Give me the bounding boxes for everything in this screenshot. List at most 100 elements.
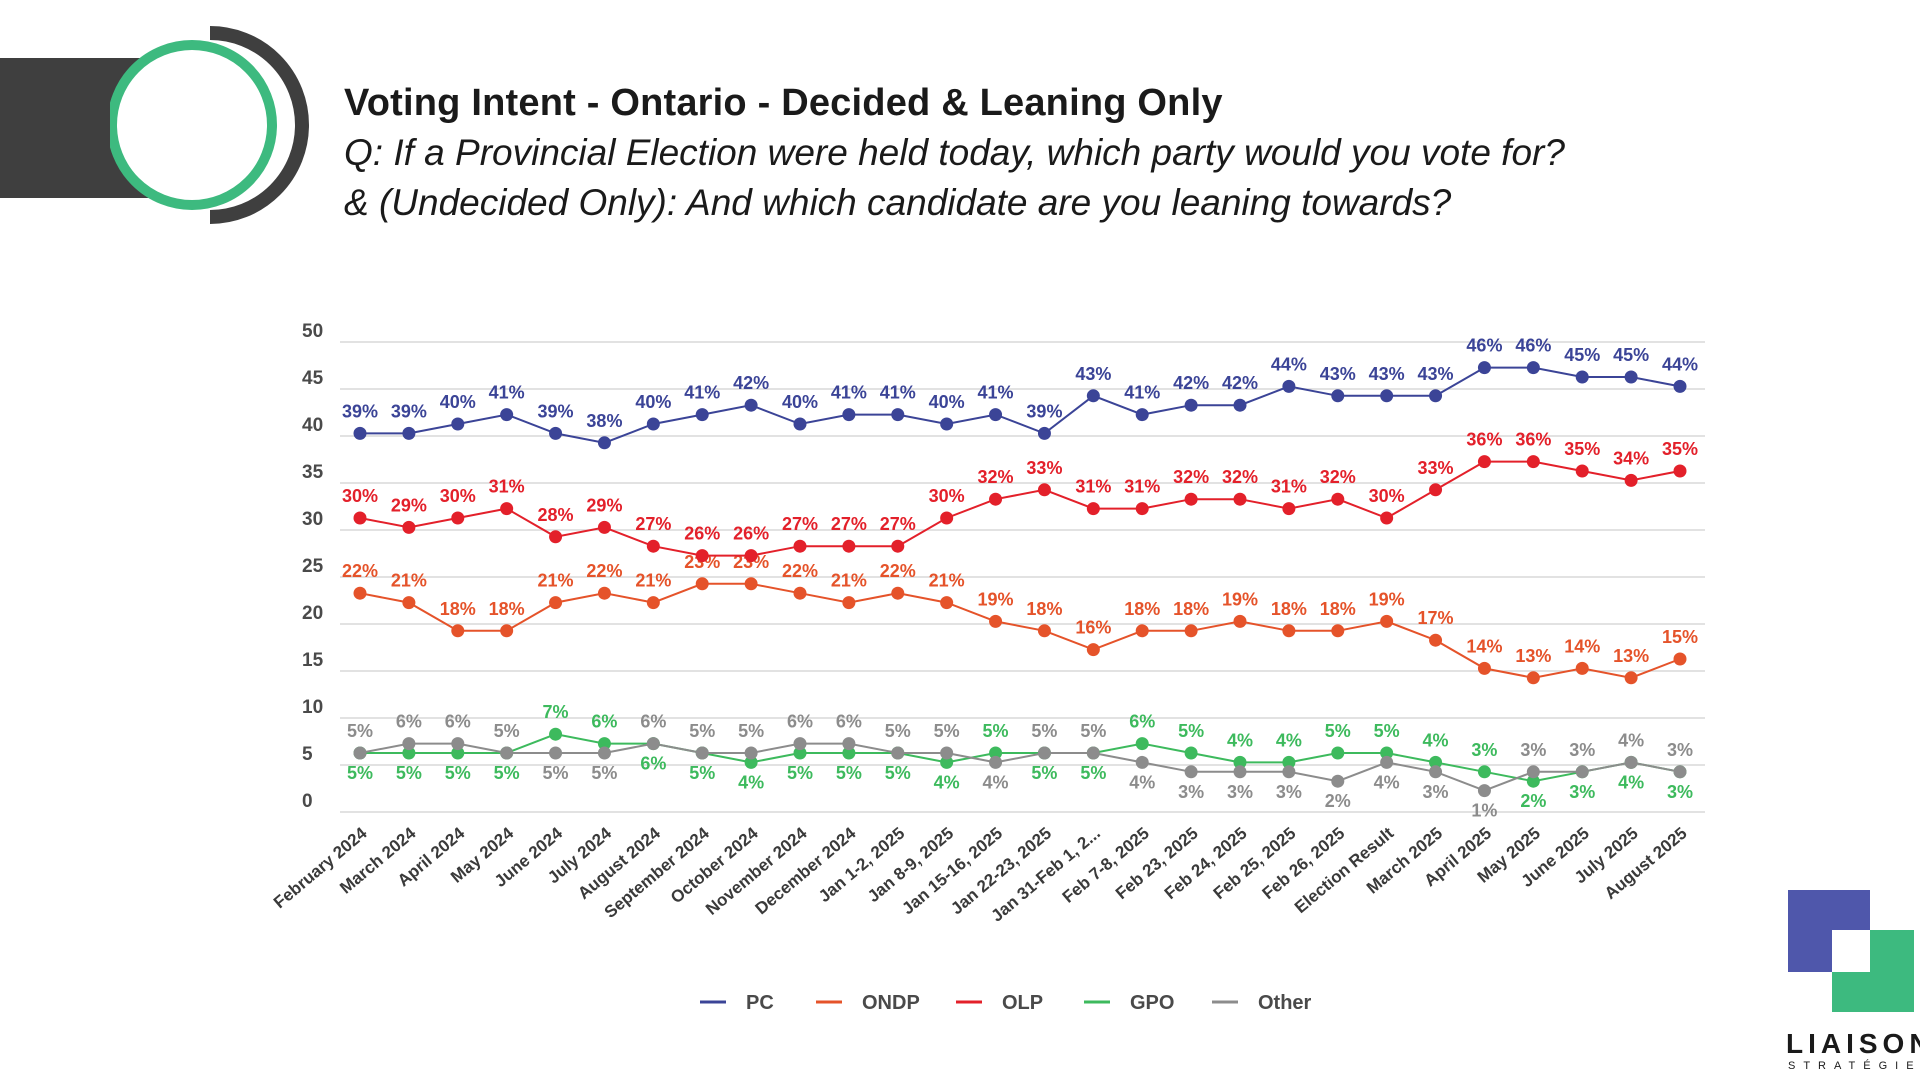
data-point — [549, 727, 563, 741]
data-point — [1331, 492, 1345, 506]
data-label: 42% — [733, 373, 769, 393]
data-label: 5% — [885, 763, 911, 783]
data-label: 6% — [396, 712, 422, 732]
brand-ring-icon — [110, 26, 309, 224]
data-point — [1135, 408, 1149, 422]
data-label: 35% — [1662, 439, 1698, 459]
data-point — [549, 746, 563, 760]
data-label: 21% — [831, 571, 867, 591]
data-label: 5% — [689, 721, 715, 741]
data-point — [989, 755, 1003, 769]
data-label: 30% — [440, 486, 476, 506]
data-label: 5% — [934, 721, 960, 741]
data-point — [1233, 492, 1247, 506]
data-label: 31% — [1075, 477, 1111, 497]
data-point — [1429, 389, 1443, 403]
data-point — [1135, 624, 1149, 638]
data-label: 42% — [1173, 373, 1209, 393]
data-label: 5% — [445, 763, 471, 783]
data-label: 41% — [684, 383, 720, 403]
data-point — [1575, 464, 1589, 478]
data-label: 39% — [1026, 401, 1062, 421]
data-label: 16% — [1075, 618, 1111, 638]
data-label: 18% — [1173, 599, 1209, 619]
data-label: 30% — [929, 486, 965, 506]
data-point — [549, 426, 563, 440]
data-label: 39% — [391, 401, 427, 421]
data-point — [549, 530, 563, 544]
data-label: 17% — [1418, 608, 1454, 628]
data-point — [646, 596, 660, 610]
data-label: 35% — [1564, 439, 1600, 459]
brand-sub: STRATÉGIES — [1788, 1060, 1920, 1072]
data-label: 29% — [586, 495, 622, 515]
data-point — [353, 426, 367, 440]
page-title: Voting Intent - Ontario - Decided & Lean… — [344, 82, 1223, 124]
data-label: 33% — [1418, 458, 1454, 478]
data-point — [402, 426, 416, 440]
y-tick-label: 10 — [302, 697, 323, 718]
data-label: 19% — [1369, 589, 1405, 609]
data-point — [1233, 765, 1247, 779]
data-point — [1233, 755, 1247, 769]
data-point — [1233, 398, 1247, 412]
data-label: 29% — [391, 495, 427, 515]
data-label: 31% — [489, 477, 525, 497]
data-label: 32% — [1222, 467, 1258, 487]
data-label: 2% — [1325, 791, 1351, 811]
data-label: 41% — [489, 383, 525, 403]
data-point — [451, 417, 465, 431]
data-point — [1526, 671, 1540, 685]
data-point — [940, 596, 954, 610]
data-label: 5% — [494, 763, 520, 783]
data-point — [842, 408, 856, 422]
data-label: 33% — [1026, 458, 1062, 478]
data-point — [1624, 473, 1638, 487]
data-label: 32% — [1173, 467, 1209, 487]
data-label: 36% — [1466, 430, 1502, 450]
data-label: 5% — [1080, 763, 1106, 783]
data-point — [1380, 755, 1394, 769]
data-label: 13% — [1613, 646, 1649, 666]
data-point — [989, 746, 1003, 760]
data-point — [744, 549, 758, 563]
data-label: 14% — [1466, 636, 1502, 656]
data-label: 5% — [1178, 721, 1204, 741]
data-label: 6% — [445, 712, 471, 732]
data-point — [1477, 661, 1491, 675]
data-label: 21% — [635, 571, 671, 591]
data-point — [744, 746, 758, 760]
data-point — [549, 596, 563, 610]
data-point — [1086, 643, 1100, 657]
data-point — [940, 417, 954, 431]
data-point — [1624, 671, 1638, 685]
y-tick-label: 25 — [302, 556, 324, 577]
data-point — [1282, 755, 1296, 769]
data-point — [1526, 361, 1540, 375]
data-label: 43% — [1418, 364, 1454, 384]
data-label: 39% — [342, 401, 378, 421]
data-point — [940, 755, 954, 769]
data-label: 41% — [880, 383, 916, 403]
data-point — [402, 520, 416, 534]
legend-label: Other — [1258, 992, 1312, 1014]
data-label: 19% — [1222, 589, 1258, 609]
data-point — [1526, 774, 1540, 788]
data-point — [1575, 661, 1589, 675]
y-tick-label: 0 — [302, 791, 313, 812]
data-point — [353, 586, 367, 600]
data-label: 5% — [1031, 721, 1057, 741]
data-label: 41% — [1124, 383, 1160, 403]
data-label: 5% — [787, 763, 813, 783]
data-label: 5% — [347, 763, 373, 783]
data-label: 30% — [1369, 486, 1405, 506]
data-label: 27% — [782, 514, 818, 534]
data-point — [597, 746, 611, 760]
data-label: 7% — [543, 702, 569, 722]
data-point — [451, 624, 465, 638]
data-point — [940, 746, 954, 760]
brand-name: LIAISON — [1786, 1028, 1920, 1059]
data-point — [793, 746, 807, 760]
data-label: 41% — [978, 383, 1014, 403]
